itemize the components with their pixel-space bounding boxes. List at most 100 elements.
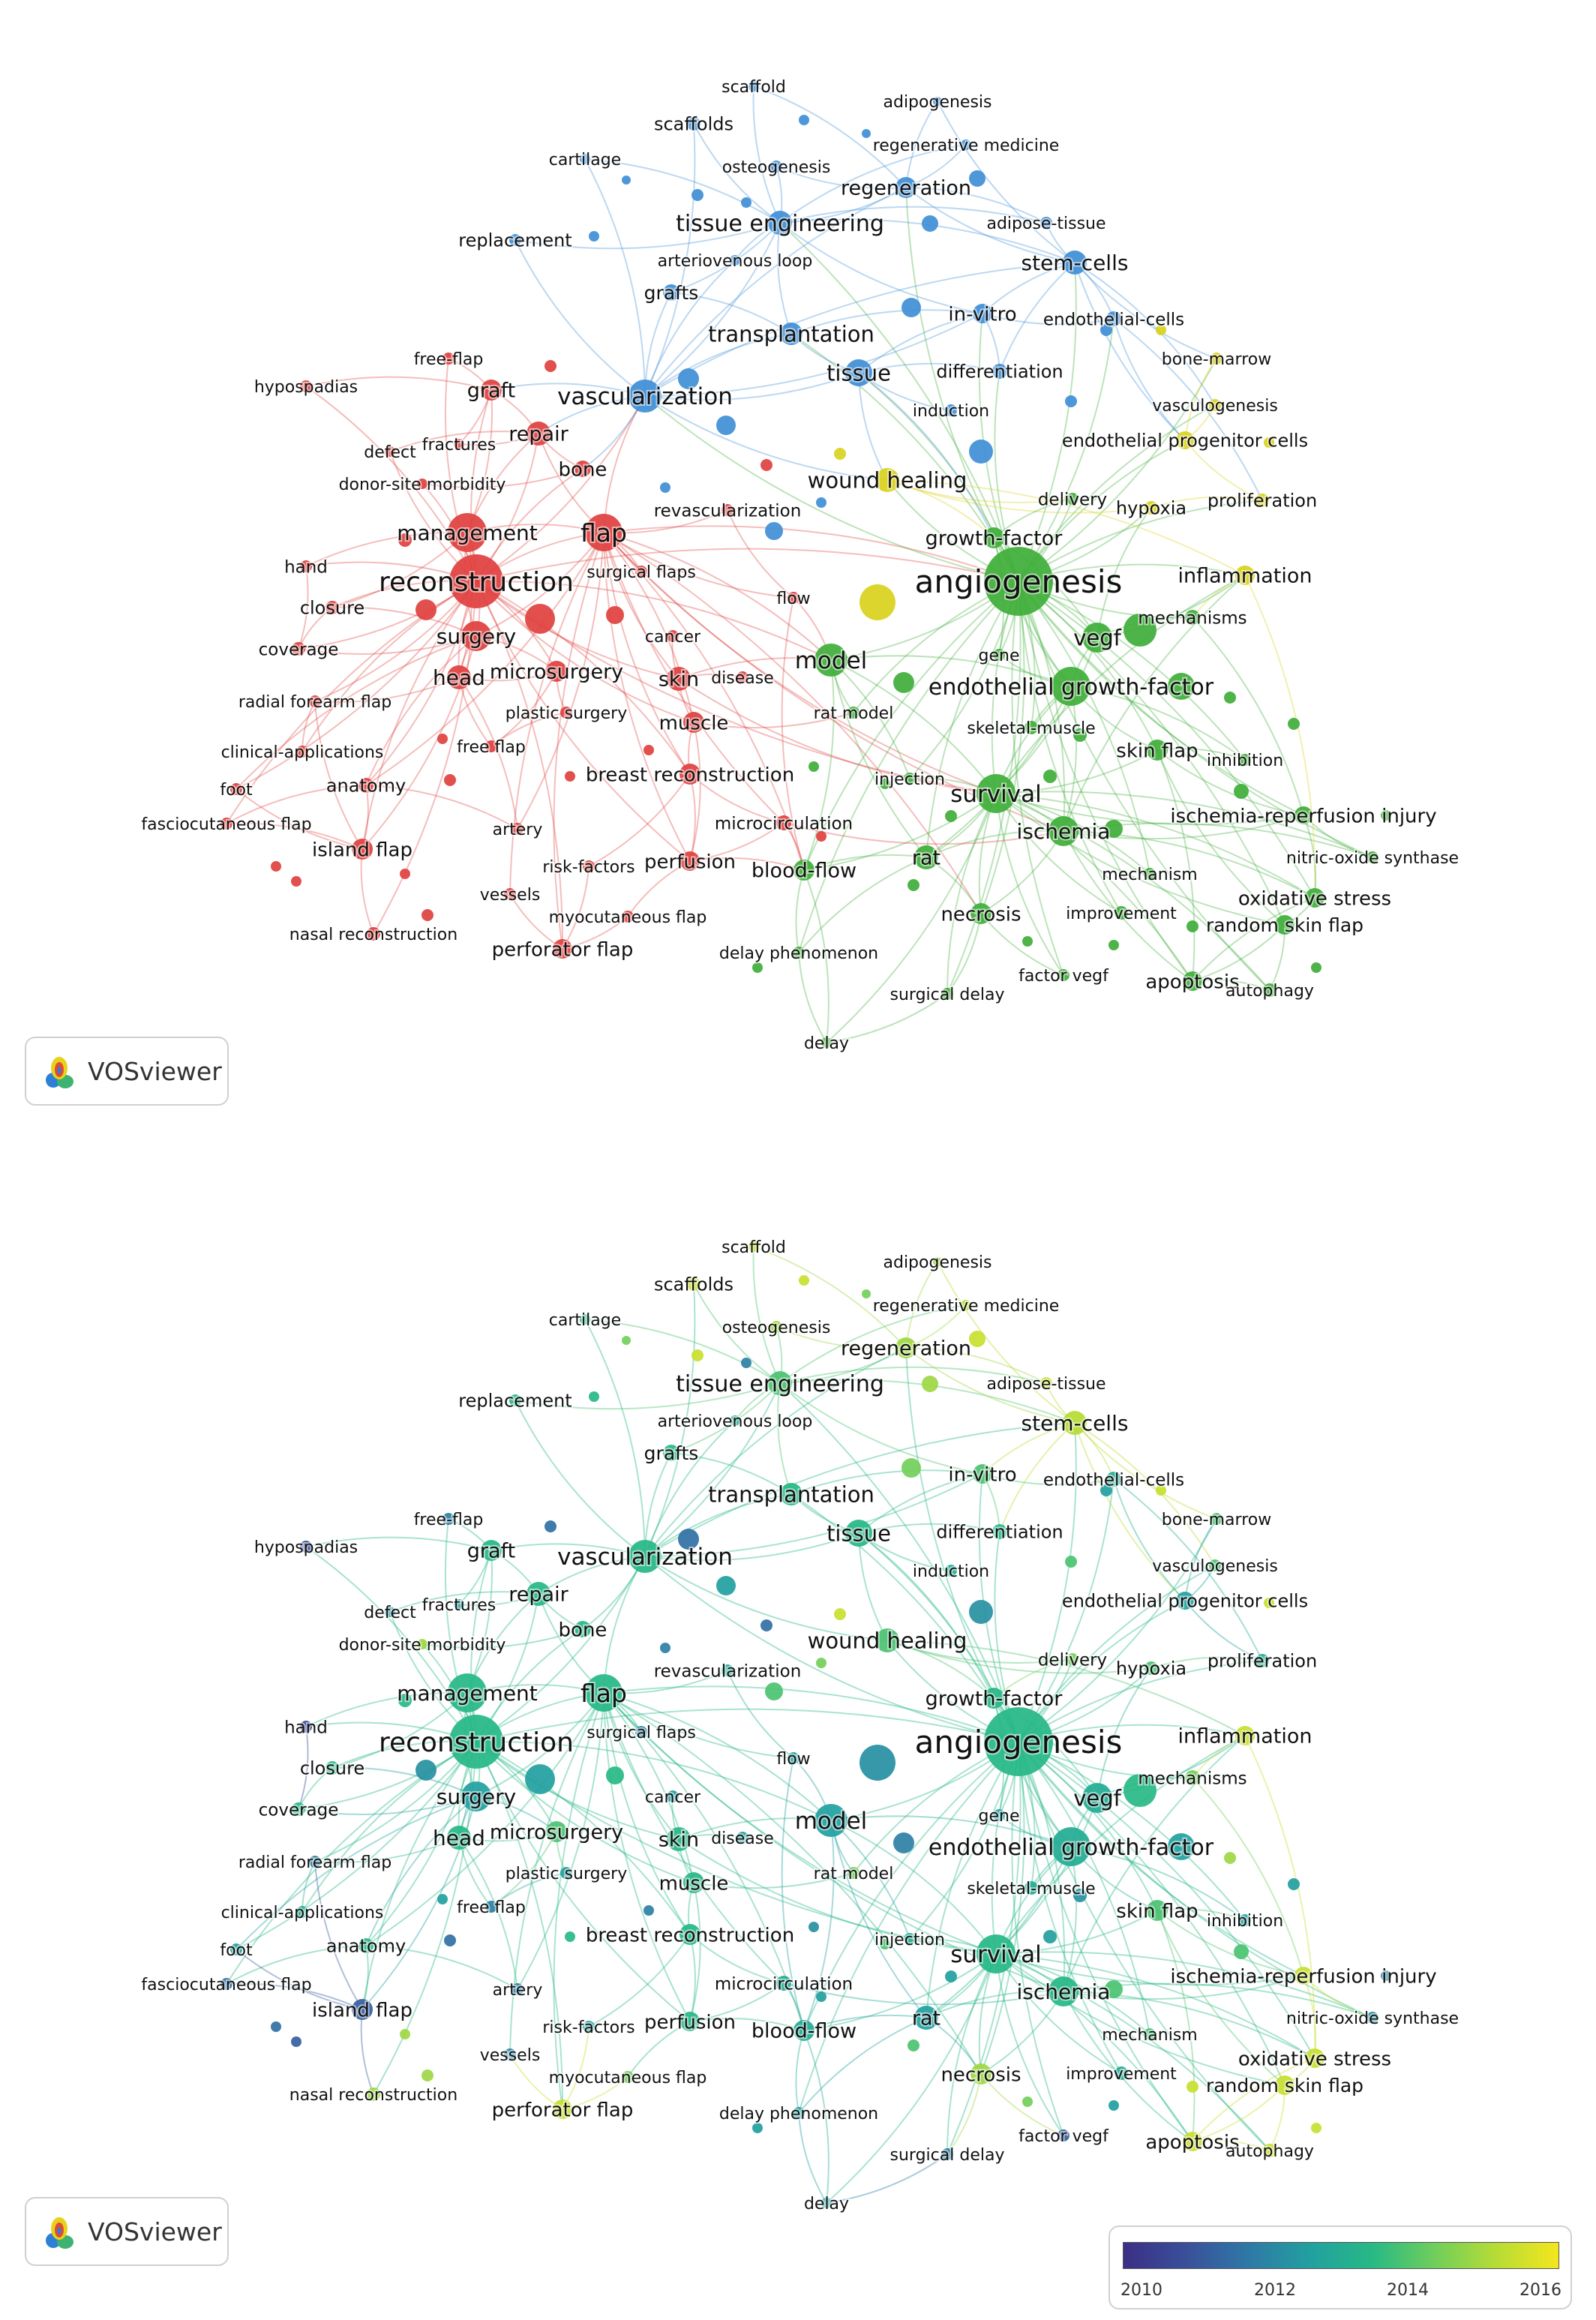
node-fractures[interactable]: [454, 439, 464, 449]
unlabeled-node[interactable]: [1043, 770, 1057, 783]
label-skinflap[interactable]: skin flap: [1114, 738, 1199, 764]
unlabeled-node[interactable]: [606, 606, 624, 624]
vosviewer-badge-overlay[interactable]: VOSviewer: [25, 2197, 229, 2266]
unlabeled-node[interactable]: [1105, 820, 1123, 838]
label-coverage[interactable]: coverage: [257, 638, 340, 661]
node-yel_big[interactable]: [860, 1745, 896, 1781]
node-closure[interactable]: [326, 1761, 339, 1775]
unlabeled-node[interactable]: [969, 440, 993, 464]
label-nitric[interactable]: nitric-oxide synthase: [1285, 2008, 1460, 2030]
unlabeled-node[interactable]: [398, 1694, 412, 1707]
node-ratmodel[interactable]: [848, 707, 860, 719]
node-injection[interactable]: [904, 773, 916, 785]
node-vasculogenesis[interactable]: [1209, 1559, 1221, 1571]
label-disease[interactable]: disease: [710, 1828, 776, 1850]
label-myocutaneous[interactable]: myocutaneous flap: [548, 2067, 709, 2089]
label-ischemia[interactable]: ischemia: [1016, 1978, 1112, 2006]
unlabeled-node[interactable]: [589, 1391, 599, 1402]
label-anatomy[interactable]: anatomy: [325, 1934, 407, 1958]
unlabeled-node[interactable]: [908, 2039, 920, 2051]
node-model[interactable]: [814, 644, 848, 677]
label-hypoxia[interactable]: hypoxia: [1114, 497, 1188, 521]
node-foot[interactable]: [230, 1943, 242, 1955]
node-fractures[interactable]: [454, 1599, 464, 1610]
unlabeled-node[interactable]: [1381, 810, 1391, 821]
node-management[interactable]: [448, 1673, 487, 1712]
node-epc[interactable]: [1176, 431, 1194, 449]
node-fasciocutaneous[interactable]: [220, 818, 232, 830]
node-defect[interactable]: [385, 446, 395, 457]
label-av_loop[interactable]: arteriovenous loop: [656, 251, 814, 272]
unlabeled-node[interactable]: [644, 745, 654, 755]
label-stemcells[interactable]: stem-cells: [1020, 249, 1130, 277]
node-vegf[interactable]: [1082, 1783, 1112, 1813]
label-surgicaldelay[interactable]: surgical delay: [889, 2144, 1006, 2166]
label-randomskin[interactable]: random skin flap: [1204, 913, 1365, 938]
node-skin[interactable]: [667, 1827, 691, 1851]
label-factorvegf[interactable]: factor vegf: [1017, 965, 1111, 987]
unlabeled-node[interactable]: [1105, 1980, 1123, 1998]
node-endo_cells[interactable]: [1106, 1472, 1121, 1487]
unlabeled-node[interactable]: [1381, 1970, 1391, 1981]
node-irinjury[interactable]: [1294, 1967, 1312, 1985]
node-egf[interactable]: [1052, 1827, 1090, 1866]
node-scaffolds[interactable]: [687, 117, 700, 131]
node-foot[interactable]: [230, 783, 242, 795]
label-improvement[interactable]: improvement: [1064, 2063, 1178, 2085]
unlabeled-node[interactable]: [1186, 2081, 1198, 2093]
label-clinical[interactable]: clinical-applications: [220, 742, 386, 764]
unlabeled-node[interactable]: [1168, 673, 1195, 700]
node-replacement[interactable]: [509, 234, 521, 246]
node-mechanism[interactable]: [1144, 2028, 1156, 2040]
cluster-network-graph[interactable]: scaffold adipogenesis scaffolds regenerativ…: [0, 0, 1596, 1160]
label-fasciocutaneous[interactable]: fasciocutaneous flap: [140, 1974, 313, 1996]
node-graft[interactable]: [481, 1540, 502, 1561]
unlabeled-node[interactable]: [834, 1608, 846, 1620]
label-apoptosis[interactable]: apoptosis: [1144, 969, 1240, 995]
label-woundhealing[interactable]: wound healing: [806, 1626, 969, 1655]
unlabeled-node[interactable]: [1073, 1889, 1087, 1902]
node-av_loop[interactable]: [730, 1415, 740, 1426]
label-plasticsurgery[interactable]: plastic surgery: [504, 703, 628, 725]
unlabeled-node[interactable]: [544, 1520, 556, 1532]
node-perforator[interactable]: [553, 939, 572, 959]
unlabeled-node[interactable]: [741, 1358, 752, 1368]
node-revascularization[interactable]: [722, 504, 734, 516]
unlabeled-node[interactable]: [1311, 962, 1322, 973]
node-hand[interactable]: [300, 560, 312, 572]
node-vasculogenesis[interactable]: [1209, 399, 1221, 411]
unlabeled-node[interactable]: [271, 2021, 281, 2032]
unlabeled-node[interactable]: [422, 909, 434, 921]
label-delay[interactable]: delay: [802, 2193, 850, 2215]
node-factorvegf[interactable]: [1058, 2129, 1070, 2141]
node-skeletalmuscle[interactable]: [1024, 721, 1038, 734]
label-muscle[interactable]: muscle: [658, 710, 730, 736]
node-survival[interactable]: [976, 1934, 1016, 1973]
node-delayphen[interactable]: [793, 947, 805, 959]
node-inhibition[interactable]: [1239, 1914, 1251, 1926]
unlabeled-node[interactable]: [1100, 1484, 1112, 1496]
label-perforator[interactable]: perforator flap: [490, 937, 635, 962]
label-anatomy[interactable]: anatomy: [325, 774, 407, 798]
label-vegf[interactable]: vegf: [1072, 1784, 1123, 1812]
node-cancer[interactable]: [667, 630, 679, 642]
label-flap[interactable]: flap: [579, 517, 628, 549]
node-delayphen[interactable]: [793, 2107, 805, 2119]
unlabeled-node[interactable]: [1022, 2096, 1033, 2107]
label-vasculogenesis[interactable]: vasculogenesis: [1150, 395, 1280, 417]
node-transplantation[interactable]: [780, 323, 802, 345]
node-grafts[interactable]: [663, 284, 680, 301]
label-invitro[interactable]: in-vitro: [946, 302, 1018, 327]
node-radialforearm[interactable]: [309, 1856, 321, 1868]
node-management[interactable]: [448, 513, 487, 552]
node-cartilage[interactable]: [580, 1314, 590, 1325]
label-delayphen[interactable]: delay phenomenon: [718, 2103, 880, 2125]
unlabeled-node[interactable]: [799, 115, 809, 125]
label-rat[interactable]: rat: [910, 845, 942, 872]
unlabeled-node[interactable]: [1022, 936, 1033, 947]
node-gene[interactable]: [993, 649, 1005, 661]
label-factorvegf[interactable]: factor vegf: [1017, 2126, 1111, 2147]
node-induction[interactable]: [945, 404, 957, 416]
node-muscle[interactable]: [683, 712, 704, 733]
node-bonemarrow[interactable]: [1210, 1513, 1222, 1525]
